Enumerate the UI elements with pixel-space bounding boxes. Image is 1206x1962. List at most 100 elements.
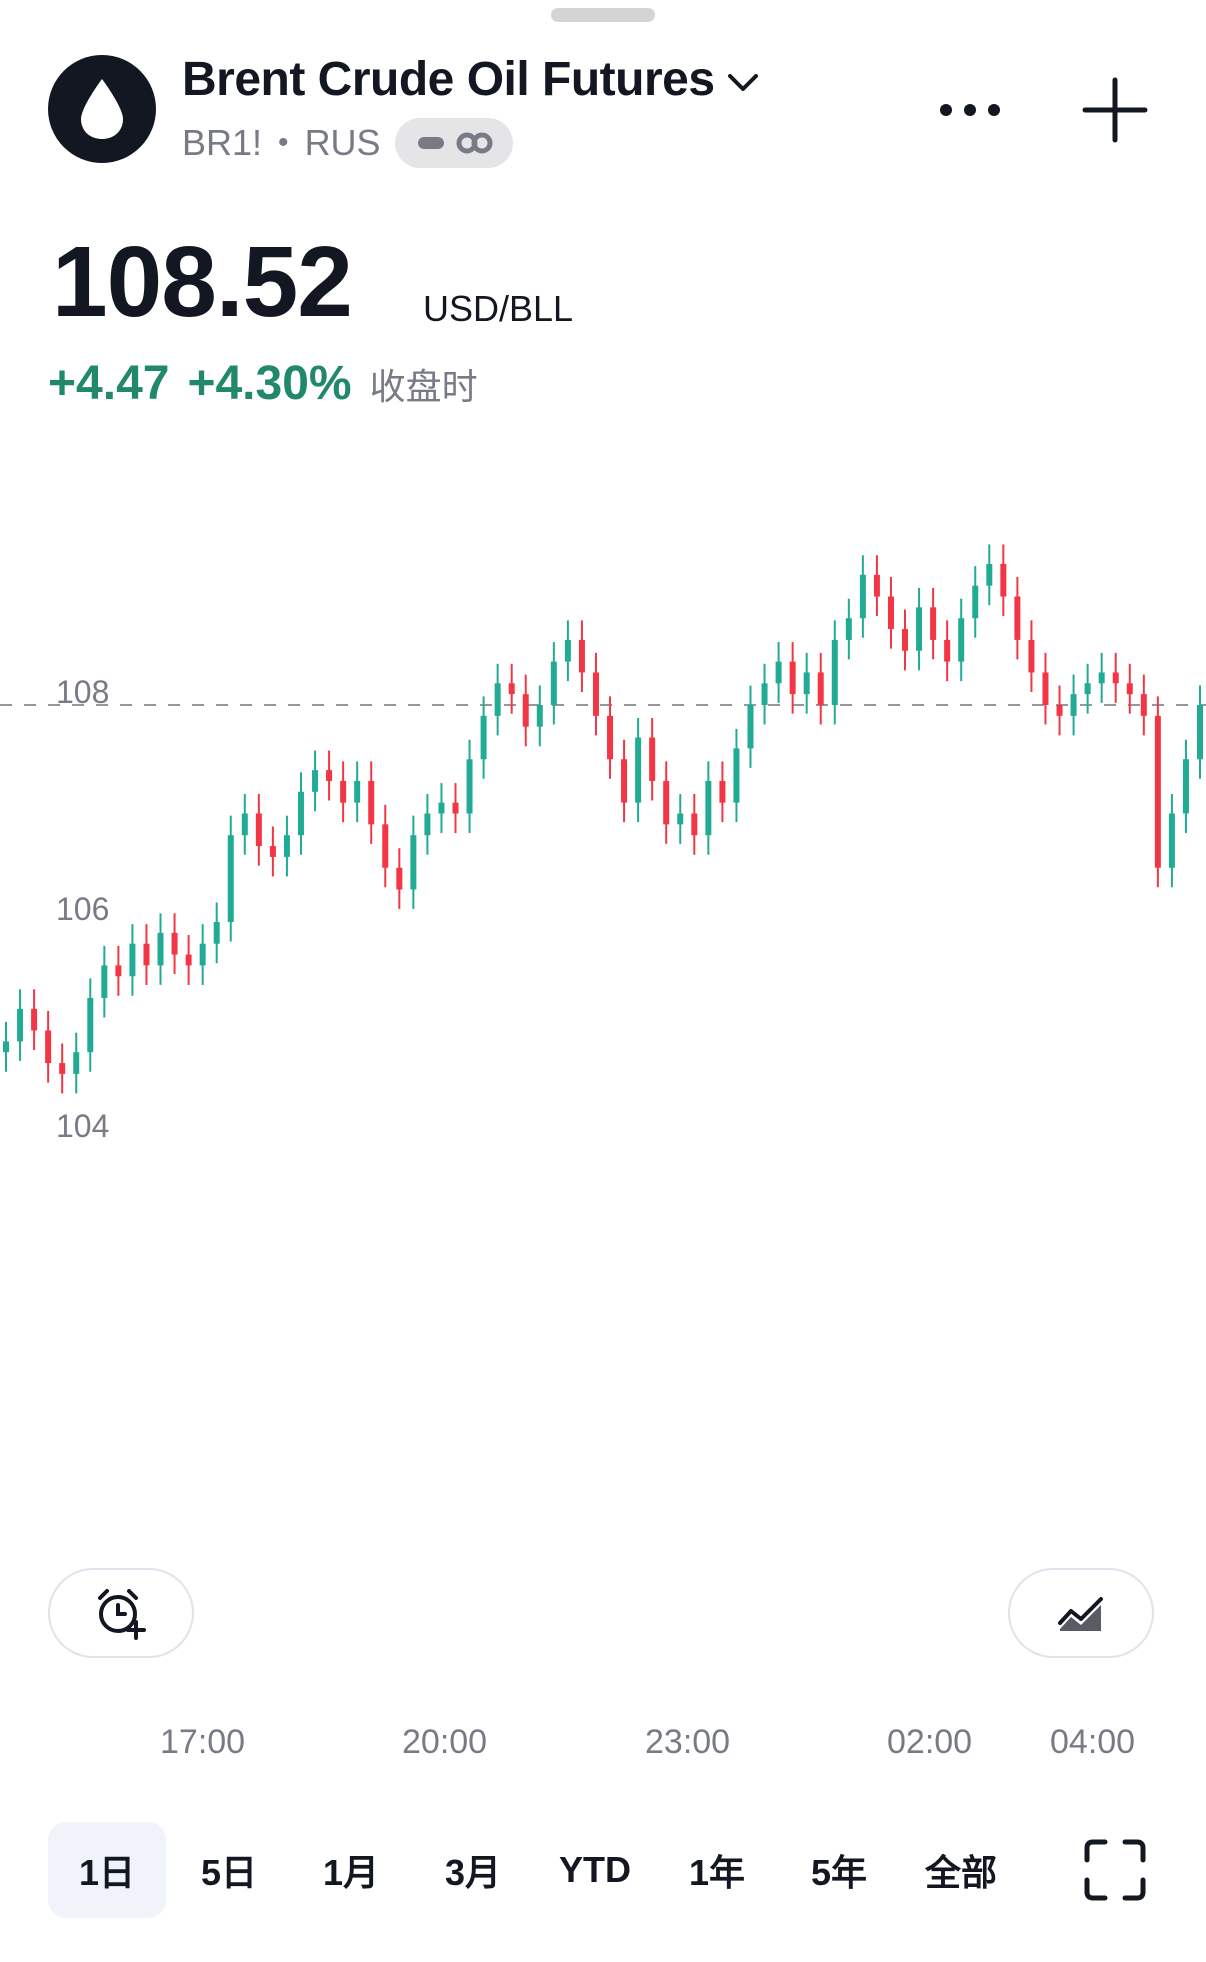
- candle-body: [354, 780, 361, 803]
- candle-body: [831, 639, 838, 705]
- candle-body: [326, 770, 333, 781]
- range-option[interactable]: 1月: [322, 1852, 380, 1893]
- range-option[interactable]: YTD: [559, 1849, 631, 1890]
- range-option[interactable]: 3月: [444, 1852, 502, 1893]
- candle-body: [31, 1008, 38, 1031]
- candle-body: [438, 802, 445, 814]
- add-alert-button[interactable]: [48, 1568, 194, 1658]
- candle-body: [607, 715, 614, 760]
- candle-body: [663, 780, 670, 825]
- separator-dot: •: [278, 126, 289, 159]
- price-unit: USD/BLL: [423, 288, 574, 329]
- range-selector: 1日 5日 1月 3月 YTD 1年 5年 全部: [48, 1822, 1158, 1918]
- more-horizontal-icon: [940, 104, 1000, 116]
- x-tick-label: 17:00: [160, 1723, 246, 1761]
- candle-body: [143, 943, 150, 966]
- candle-body: [157, 932, 164, 966]
- candle-body: [1014, 596, 1021, 640]
- candle-body: [1112, 672, 1119, 684]
- candle-body: [873, 574, 880, 597]
- candle-body: [1140, 694, 1147, 716]
- range-option[interactable]: 1年: [688, 1852, 746, 1893]
- candle-body: [761, 683, 768, 705]
- candle-body: [775, 661, 782, 684]
- price-change: +4.47: [48, 357, 170, 410]
- plus-icon: [1082, 77, 1148, 143]
- contract-type-badge[interactable]: [394, 118, 513, 168]
- continuous-contract-icon: [417, 132, 493, 154]
- candle-body: [45, 1030, 52, 1064]
- sheet-grabber[interactable]: [551, 8, 655, 22]
- x-tick-label: 04:00: [1050, 1723, 1136, 1761]
- candle-body: [578, 639, 585, 673]
- candle-body: [789, 661, 796, 695]
- price-chart[interactable]: 108 106 104: [0, 420, 1206, 1520]
- candle-body: [171, 932, 178, 955]
- candle-body: [213, 922, 220, 944]
- oil-drop-icon: [81, 79, 123, 139]
- candle-body: [817, 672, 824, 705]
- candle-body: [705, 780, 712, 836]
- candle-body: [101, 965, 108, 998]
- session-status: 收盘时: [369, 366, 478, 407]
- candle-body: [845, 618, 852, 640]
- candle-body: [396, 867, 403, 890]
- candle-body: [747, 705, 754, 749]
- range-option[interactable]: 5年: [810, 1852, 868, 1893]
- candle-body: [1042, 672, 1049, 705]
- symbol-selector[interactable]: Brent Crude Oil Futures: [182, 52, 759, 107]
- candle-body: [522, 694, 529, 727]
- candle-body: [677, 813, 684, 825]
- candle-body: [297, 791, 304, 836]
- candle-body: [691, 813, 698, 836]
- candle-body: [283, 835, 290, 857]
- candle-body: [185, 954, 192, 966]
- candle-body: [859, 574, 866, 619]
- range-option[interactable]: 5日: [200, 1852, 258, 1893]
- exchange-name: RUS: [304, 122, 381, 163]
- chart-style-icon: [1058, 1597, 1103, 1631]
- candle-body: [410, 835, 417, 890]
- candle-body: [73, 1052, 80, 1074]
- candle-body: [87, 997, 94, 1053]
- fullscreen-button[interactable]: [1075, 1830, 1155, 1910]
- y-tick-label: 108: [56, 674, 109, 710]
- candle-body: [1070, 694, 1077, 716]
- candle-body: [550, 661, 557, 705]
- symbol-subtitle: BR1! • RUS: [182, 118, 513, 168]
- candle-body: [887, 596, 894, 630]
- candle-body: [494, 683, 501, 716]
- candle-body: [3, 1041, 9, 1053]
- price-change-percent: +4.30%: [187, 357, 352, 410]
- candle-body: [508, 683, 515, 695]
- ticker-symbol: BR1!: [182, 122, 263, 163]
- candle-body: [803, 672, 810, 695]
- candle-body: [480, 715, 487, 760]
- chart-style-button[interactable]: [1008, 1568, 1154, 1658]
- y-tick-label: 104: [56, 1108, 109, 1144]
- symbol-title: Brent Crude Oil Futures: [182, 53, 715, 106]
- range-option[interactable]: 1日: [48, 1822, 166, 1918]
- candle-body: [382, 824, 389, 868]
- range-option[interactable]: 全部: [924, 1852, 997, 1893]
- candle-body: [424, 813, 431, 836]
- more-options-button[interactable]: [930, 80, 1010, 140]
- candle-body: [368, 780, 375, 825]
- y-tick-label: 106: [56, 891, 109, 927]
- candle-body: [129, 943, 136, 977]
- candle-body: [719, 780, 726, 803]
- price-change-row: +4.47 +4.30% 收盘时: [48, 356, 478, 411]
- candle-body: [241, 813, 248, 836]
- candle-body: [536, 705, 543, 727]
- candle-body: [1154, 715, 1161, 868]
- candle-body: [986, 563, 993, 586]
- x-tick-label: 02:00: [887, 1723, 973, 1761]
- candle-body: [59, 1063, 66, 1074]
- symbol-logo: [48, 55, 156, 163]
- candle-body: [452, 802, 459, 814]
- candle-body: [958, 618, 965, 662]
- candle-body: [621, 759, 628, 803]
- add-to-watchlist-button[interactable]: [1075, 70, 1155, 150]
- candle-body: [733, 748, 740, 803]
- last-price: 108.52: [52, 226, 353, 338]
